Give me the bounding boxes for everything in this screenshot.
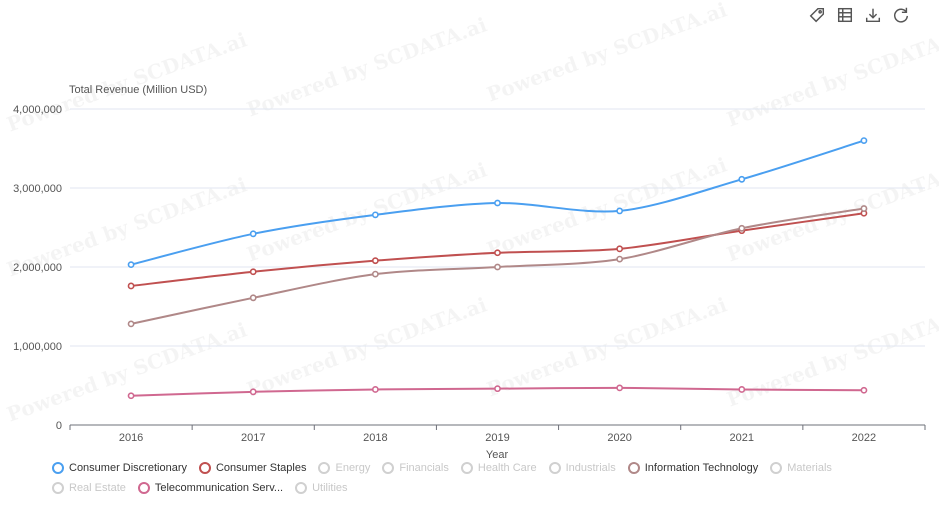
x-tick-label: 2019 — [485, 432, 509, 444]
data-point — [860, 205, 868, 212]
data-point — [127, 320, 135, 328]
legend-item[interactable]: Telecommunication Serv... — [137, 480, 284, 496]
data-point — [371, 386, 379, 393]
data-point — [494, 249, 501, 257]
legend-swatch-icon — [318, 462, 331, 474]
data-point — [371, 257, 379, 265]
legend-label: Utilities — [312, 482, 348, 494]
y-tick-label: 4,000,000 — [13, 104, 62, 116]
legend-item[interactable]: Consumer Staples — [198, 460, 307, 476]
chart-legend: Consumer Discretionary Consumer Staples En… — [52, 460, 912, 496]
data-point — [127, 282, 135, 290]
legend-label: Financials — [399, 462, 449, 474]
legend-swatch-icon — [198, 462, 211, 474]
data-point — [371, 211, 379, 219]
data-point — [371, 270, 379, 278]
data-point — [494, 263, 501, 271]
data-point — [249, 268, 257, 276]
data-point — [860, 137, 868, 144]
legend-label: Consumer Discretionary — [69, 462, 187, 474]
legend-label: Energy — [335, 462, 371, 474]
x-tick-label: 2018 — [363, 432, 387, 444]
data-point — [738, 224, 746, 232]
data-point — [616, 255, 624, 263]
legend-swatch-icon — [52, 482, 64, 494]
legend-label: Industrials — [565, 462, 616, 474]
x-tick-label: 2022 — [852, 432, 876, 444]
legend-label: Health Care — [477, 462, 537, 474]
data-point — [249, 230, 257, 238]
chart-toolbar — [807, 5, 911, 25]
data-point — [738, 386, 746, 393]
x-tick-label: 2020 — [607, 432, 631, 444]
legend-item[interactable]: Industrials — [548, 460, 616, 476]
legend-label: Real Estate — [69, 482, 126, 494]
grid-lines — [70, 108, 925, 347]
y-tick-label: 2,000,000 — [13, 262, 62, 274]
data-point — [127, 392, 135, 400]
legend-item[interactable]: Information Technology — [627, 460, 759, 476]
legend-swatch-icon — [382, 462, 395, 474]
legend-item[interactable]: Consumer Discretionary — [52, 460, 187, 476]
legend-item[interactable]: Financials — [382, 460, 449, 476]
legend-swatch-icon — [770, 462, 783, 474]
data-view-icon[interactable] — [835, 5, 855, 25]
legend-swatch-icon — [460, 462, 473, 474]
x-axis-label: Year — [486, 449, 509, 461]
y-tick-label: 1,000,000 — [13, 341, 62, 353]
data-point — [494, 385, 501, 393]
y-axis-label: Total Revenue (Million USD) — [69, 84, 207, 96]
legend-swatch-icon — [548, 462, 561, 474]
series-points — [127, 137, 868, 400]
legend-swatch-icon — [52, 462, 64, 474]
legend-item[interactable]: Energy — [318, 460, 370, 476]
legend-item[interactable]: Real Estate — [52, 480, 126, 496]
data-point — [616, 245, 624, 253]
data-point — [738, 175, 746, 183]
axes: 0 1,000,000 2,000,000 3,000,000 4,000,000 201… — [13, 104, 926, 444]
data-point — [127, 261, 135, 269]
data-point — [494, 199, 501, 207]
legend-swatch-icon — [627, 462, 640, 474]
download-icon[interactable] — [863, 5, 883, 25]
data-point — [616, 207, 624, 215]
legend-label: Telecommunication Serv... — [154, 482, 284, 494]
data-point — [249, 388, 257, 396]
y-tick-label: 3,000,000 — [13, 183, 62, 195]
legend-swatch-icon — [137, 482, 150, 494]
data-point — [616, 384, 624, 392]
legend-label: Materials — [787, 462, 832, 474]
legend-item[interactable]: Utilities — [295, 480, 348, 496]
legend-label: Information Technology — [644, 462, 759, 474]
x-tick-label: 2016 — [119, 432, 143, 444]
legend-item[interactable]: Materials — [770, 460, 832, 476]
legend-swatch-icon — [295, 482, 308, 494]
refresh-icon[interactable] — [891, 5, 911, 25]
x-tick-label: 2021 — [730, 432, 754, 444]
legend-label: Consumer Staples — [215, 462, 307, 474]
x-tick-label: 2017 — [241, 432, 265, 444]
y-tick-label: 0 — [56, 420, 62, 432]
data-point — [249, 294, 257, 302]
tag-icon[interactable] — [807, 5, 827, 25]
data-point — [860, 386, 868, 394]
legend-item[interactable]: Health Care — [460, 460, 537, 476]
